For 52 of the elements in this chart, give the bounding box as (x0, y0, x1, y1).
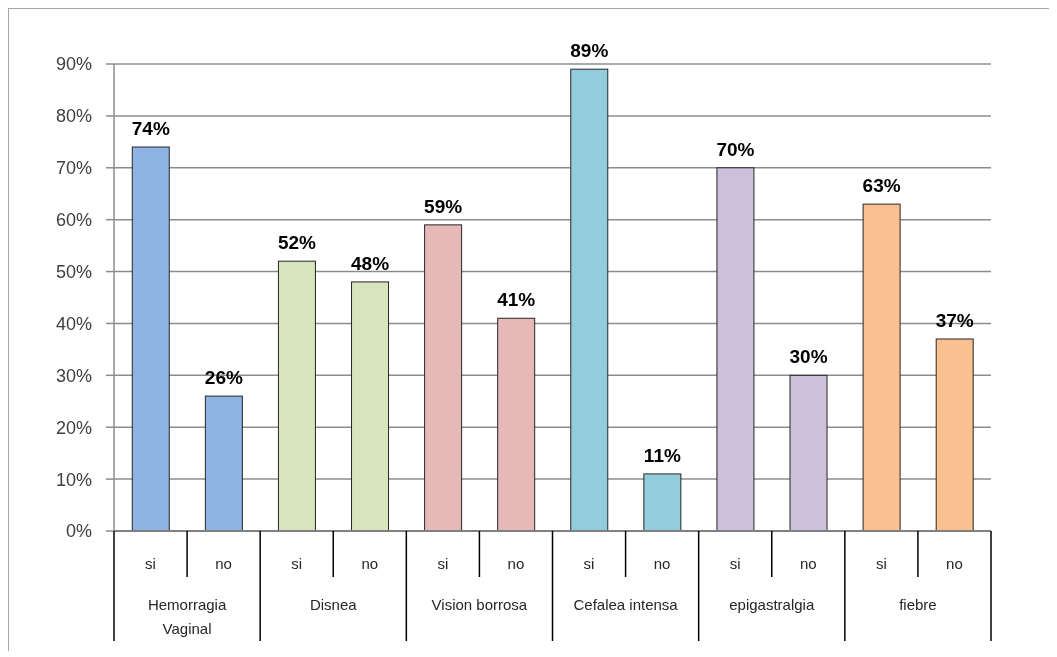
data-label: 48% (351, 252, 390, 274)
x-tick-label: si (729, 555, 741, 572)
x-tick-label: no (507, 555, 525, 572)
bar (570, 68, 609, 531)
bar (789, 374, 828, 531)
text: fiebre (899, 596, 937, 613)
bar (643, 473, 682, 531)
data-label: 52% (277, 232, 317, 254)
y-tick-label: 70% (55, 158, 92, 179)
x-tick-label: no (946, 555, 963, 572)
data-label: 63% (862, 175, 901, 197)
text: Vision borrosa (431, 596, 528, 613)
text: epigastralgia (729, 596, 815, 613)
text: Hemorragia Vaginal (147, 596, 227, 637)
x-tick-label: si (437, 555, 449, 572)
data-label: 26% (204, 367, 243, 389)
bar (351, 281, 390, 531)
data-label: 89% (570, 40, 609, 62)
bar (131, 146, 170, 531)
data-label: 59% (424, 195, 463, 217)
y-tick-label: 80% (55, 106, 92, 127)
data-label: 37% (935, 310, 974, 332)
x-tick-label: si (145, 555, 156, 572)
y-tick-label: 40% (55, 313, 92, 334)
data-label: 70% (716, 138, 755, 160)
bar (716, 167, 755, 531)
y-tick-label: 90% (55, 54, 92, 75)
y-tick-label: 10% (55, 469, 92, 490)
y-tick-label: 50% (55, 261, 92, 282)
data-label: 11% (643, 444, 681, 466)
data-label: 41% (497, 289, 536, 311)
data-label: 74% (131, 118, 170, 140)
y-tick-label: 0% (65, 521, 92, 542)
text: Cefalea intensa (573, 596, 679, 613)
bar (935, 338, 974, 531)
data-label: 30% (789, 346, 828, 368)
bar (424, 224, 463, 531)
bar (497, 317, 536, 531)
x-tick-label: no (215, 555, 232, 572)
bar (204, 395, 243, 531)
x-tick-label: no (653, 555, 671, 572)
bar (277, 260, 316, 531)
x-tick-label: no (361, 555, 379, 572)
y-tick-label: 20% (55, 417, 92, 438)
x-tick-label: si (291, 555, 303, 572)
text: Disnea (309, 596, 358, 613)
y-tick-label: 30% (55, 365, 92, 386)
bar (862, 203, 901, 531)
x-tick-label: si (583, 555, 595, 572)
y-tick-label: 60% (55, 210, 92, 231)
x-tick-label: no (799, 555, 817, 572)
x-tick-label: si (875, 555, 887, 572)
